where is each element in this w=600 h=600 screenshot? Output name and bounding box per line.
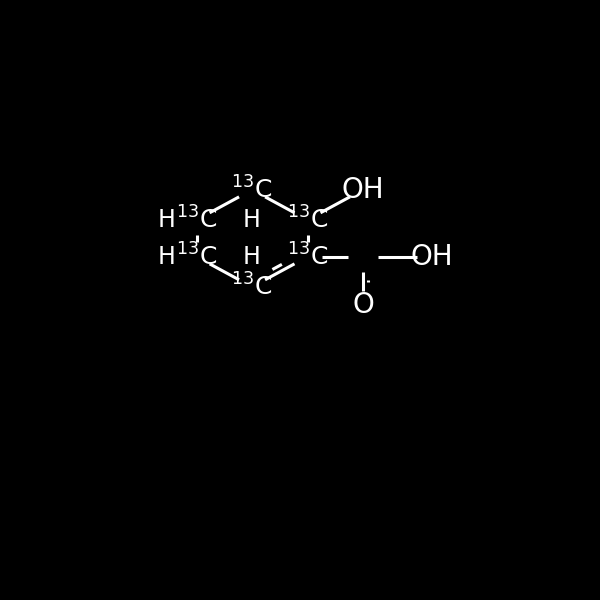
Text: $^{13}$C: $^{13}$C [287,243,328,271]
Text: $^{13}$C: $^{13}$C [176,243,217,271]
Text: H: H [243,245,261,269]
Text: $^{13}$C: $^{13}$C [176,206,217,233]
Text: H: H [243,208,261,232]
Text: $^{13}$C: $^{13}$C [232,273,272,301]
Text: $^{13}$C: $^{13}$C [287,206,328,233]
Text: H: H [158,245,176,269]
Text: O: O [352,292,374,319]
Text: OH: OH [411,243,454,271]
Text: H: H [158,208,176,232]
Text: OH: OH [341,176,384,204]
Text: $^{13}$C: $^{13}$C [232,176,272,203]
